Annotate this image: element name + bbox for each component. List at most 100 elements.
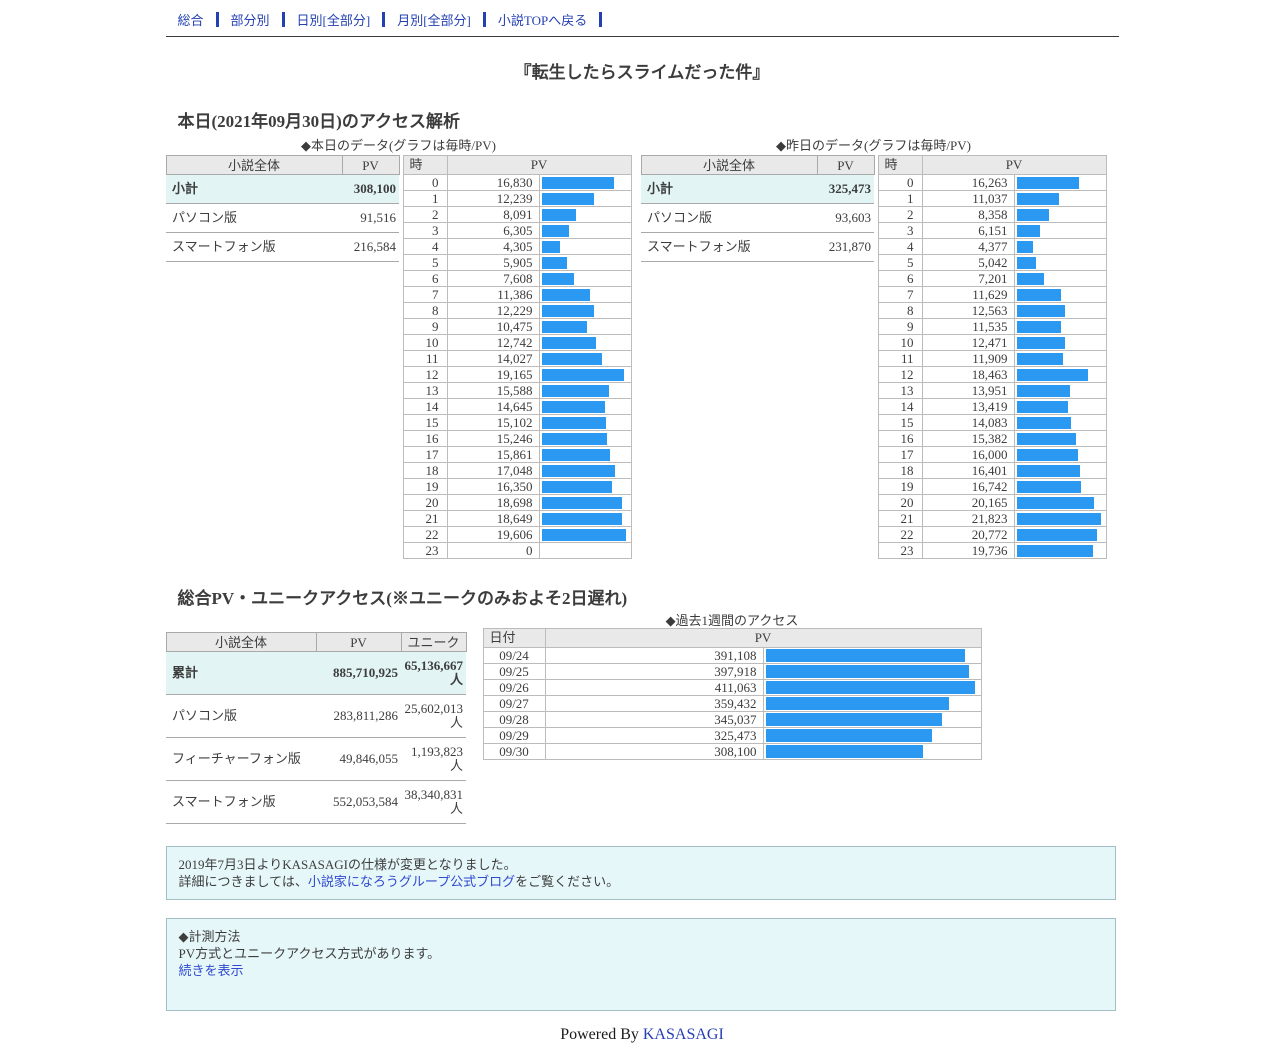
table-row: 2 8,358 <box>877 206 1107 223</box>
pv-bar <box>1016 384 1071 397</box>
table-row: 6 7,608 <box>402 270 632 287</box>
nav-separator <box>215 12 219 27</box>
unique-value: 38,340,831人 <box>401 780 466 824</box>
nav-link-bubunbetsu[interactable]: 部分別 <box>230 13 270 28</box>
table-row: スマートフォン版 231,870 <box>641 232 874 262</box>
pv-bar <box>541 400 605 413</box>
yesterday-panel-body: 小説全体 PV 小計 325,473 パソコン版 93,603 スマートフォン版 231,87… <box>640 155 1107 559</box>
table-row: 小計 308,100 <box>166 174 399 204</box>
hour-label: 1 <box>877 190 923 207</box>
bar-cell <box>1013 302 1107 319</box>
table-row: 17 16,000 <box>877 446 1107 463</box>
bar-cell <box>1013 270 1107 287</box>
pv-bar <box>541 496 622 509</box>
pv-value: 93,603 <box>817 203 874 233</box>
nav-link-shousetsu-top[interactable]: 小説TOPへ戻る <box>497 13 588 28</box>
table-row: 09/30 308,100 <box>482 743 982 760</box>
official-blog-link[interactable]: 小説家になろうグループ公式ブログ <box>307 874 516 889</box>
bar-cell <box>1013 318 1107 335</box>
unique-value: 1,193,823人 <box>401 737 466 781</box>
hour-label: 9 <box>877 318 923 335</box>
pv-bar <box>541 448 610 461</box>
table-row: 0 16,830 <box>402 174 632 191</box>
bar-cell <box>1013 206 1107 223</box>
column-header: PV <box>446 155 632 175</box>
column-header: 日付 <box>482 628 546 648</box>
nav-link-tsukibetsu-zenbubun[interactable]: 月別[全部分] <box>397 13 471 28</box>
hour-label: 20 <box>877 494 923 511</box>
pv-bar <box>541 192 595 205</box>
today-panel-body: 小説全体 PV 小計 308,100 パソコン版 91,516 スマートフォン版 216,58… <box>165 155 632 559</box>
nav-link-nichibetsu-zenbubun[interactable]: 日別[全部分] <box>296 13 371 28</box>
bar-cell <box>762 711 982 728</box>
column-header: 時 <box>402 155 448 175</box>
hour-label: 15 <box>402 414 448 431</box>
pv-value: 16,401 <box>921 462 1015 479</box>
table-row: パソコン版 91,516 <box>166 203 399 233</box>
table-row: スマートフォン版 216,584 <box>166 232 399 262</box>
table-row: 8 12,229 <box>402 302 632 319</box>
device-label: 小計 <box>166 174 342 204</box>
pv-value: 12,742 <box>446 334 540 351</box>
bar-cell <box>538 478 632 495</box>
hour-label: 19 <box>877 478 923 495</box>
pv-value: 18,698 <box>446 494 540 511</box>
pv-bar <box>541 272 575 285</box>
nav-link-sougou[interactable]: 総合 <box>177 13 204 28</box>
yesterday-summary-table: 小説全体 PV 小計 325,473 パソコン版 93,603 スマートフォン版 231,87… <box>640 155 875 262</box>
hour-label: 11 <box>402 350 448 367</box>
pv-bar <box>541 480 612 493</box>
bar-cell <box>1013 494 1107 511</box>
pv-value: 19,165 <box>446 366 540 383</box>
bar-cell <box>538 414 632 431</box>
pv-bar <box>1016 432 1076 445</box>
bar-cell <box>538 238 632 255</box>
table-row: 3 6,151 <box>877 222 1107 239</box>
pv-value: 13,419 <box>921 398 1015 415</box>
hour-label: 6 <box>877 270 923 287</box>
hour-label: 9 <box>402 318 448 335</box>
bar-cell <box>1013 510 1107 527</box>
pv-bar <box>1016 496 1095 509</box>
hour-label: 3 <box>877 222 923 239</box>
table-row: 18 17,048 <box>402 462 632 479</box>
pv-value: 397,918 <box>544 663 764 680</box>
spec-change-line2-suffix: をご覧ください。 <box>515 874 620 889</box>
date-label: 09/27 <box>482 695 546 712</box>
today-summary-table: 小説全体 PV 小計 308,100 パソコン版 91,516 スマートフォン版 216,58… <box>165 155 400 262</box>
pv-value: 14,083 <box>921 414 1015 431</box>
bar-cell <box>1013 222 1107 239</box>
pv-value: 11,386 <box>446 286 540 303</box>
totals-section-heading: 総合PV・ユニークアクセス(※ユニークのみおよそ2日遅れ) <box>177 589 628 608</box>
pv-bar <box>541 208 577 221</box>
pv-bar <box>765 681 976 694</box>
method-body: PV方式とユニークアクセス方式があります。 <box>178 946 441 961</box>
table-row: 22 20,772 <box>877 526 1107 543</box>
pv-bar <box>541 224 569 237</box>
measurement-method-notice: ◆計測方法 PV方式とユニークアクセス方式があります。 続きを表示 <box>165 918 1116 1011</box>
date-label: 09/30 <box>482 743 546 760</box>
pv-value: 17,048 <box>446 462 540 479</box>
hour-label: 21 <box>877 510 923 527</box>
table-row: 7 11,629 <box>877 286 1107 303</box>
hour-label: 5 <box>877 254 923 271</box>
table-row: 21 18,649 <box>402 510 632 527</box>
pv-value: 359,432 <box>544 695 764 712</box>
table-row: 5 5,042 <box>877 254 1107 271</box>
bar-cell <box>538 494 632 511</box>
pv-bar <box>541 512 622 525</box>
hour-label: 22 <box>877 526 923 543</box>
bar-cell <box>538 302 632 319</box>
pv-bar <box>1016 528 1097 541</box>
kasasagi-link[interactable]: KASASAGI <box>642 1026 724 1043</box>
today-hourly-table: 時 PV 0 16,830 1 12,239 2 8,091 3 6,305 4 4,305 5 5,90… <box>402 155 632 559</box>
pv-value: 91,516 <box>342 203 399 233</box>
pv-bar <box>1016 192 1060 205</box>
bar-cell <box>762 743 982 760</box>
device-label: フィーチャーフォン版 <box>166 737 316 781</box>
show-more-link[interactable]: 続きを表示 <box>178 963 244 978</box>
nav-separator <box>482 12 486 27</box>
pv-value: 11,909 <box>921 350 1015 367</box>
pv-value: 19,736 <box>921 542 1015 559</box>
table-row: 16 15,382 <box>877 430 1107 447</box>
